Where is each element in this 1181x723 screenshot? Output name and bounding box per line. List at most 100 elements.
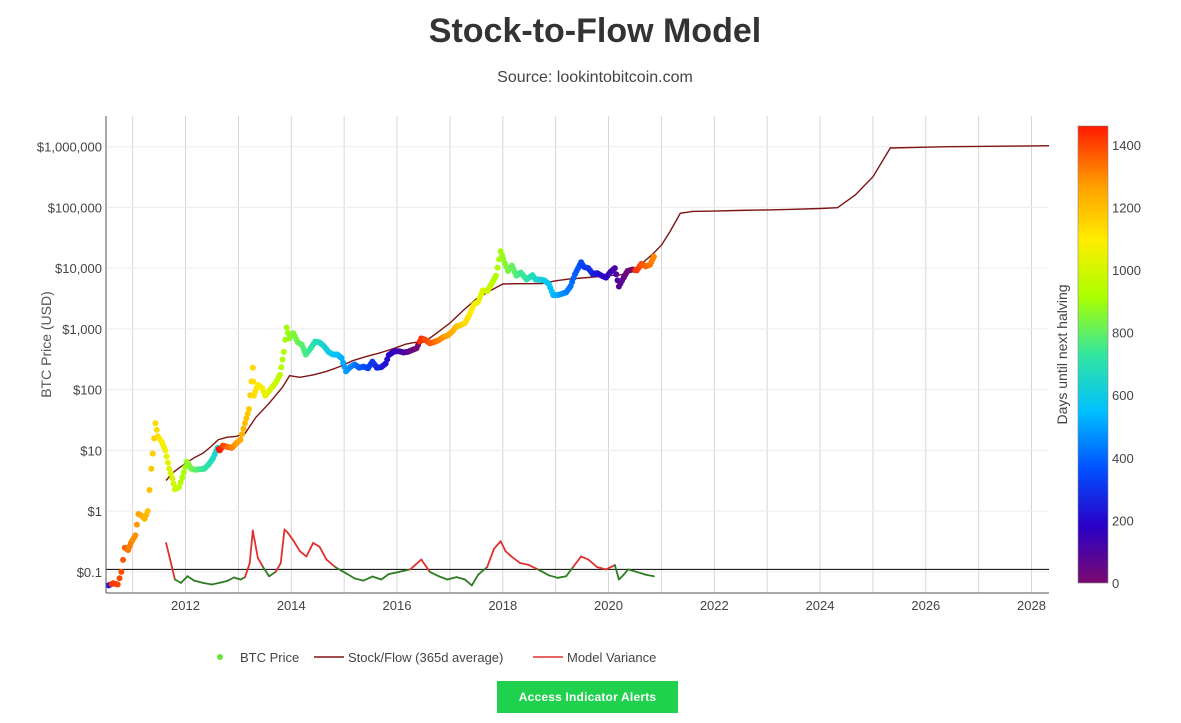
model-variance-segment (428, 571, 440, 578)
model-variance-segment (186, 575, 196, 582)
model-variance-segment (605, 564, 616, 571)
btc-price-point (169, 475, 176, 482)
colorbar-tick-label: 400 (1112, 451, 1134, 466)
y-tick-label: $10 (80, 443, 102, 458)
btc-price-point (176, 484, 183, 491)
btc-price-point (492, 272, 499, 279)
btc-price-point (162, 447, 169, 454)
btc-price-point (152, 420, 159, 427)
model-variance-segment (565, 566, 574, 578)
model-variance-segment (274, 562, 282, 573)
model-variance-segment (596, 566, 607, 571)
model-variance-segment (345, 572, 356, 580)
model-variance-segment (556, 575, 568, 579)
model-variance-segment (380, 573, 390, 581)
access-indicator-alerts-button[interactable]: Access Indicator Alerts (497, 681, 678, 713)
legend-label: BTC Price (240, 650, 299, 665)
btc-price-point (180, 469, 187, 476)
model-variance-segment (334, 566, 347, 575)
btc-price-point (149, 450, 156, 457)
btc-price-points (105, 248, 657, 589)
model-variance-segment (635, 571, 647, 576)
model-variance-segment (420, 558, 431, 573)
model-variance-segment (251, 529, 259, 559)
btc-price-point (249, 364, 256, 371)
model-variance-segment (486, 547, 495, 569)
model-variance-segment (470, 573, 480, 587)
btc-price-point (278, 364, 285, 371)
btc-price-point (280, 348, 287, 355)
model-variance-segment (613, 564, 620, 581)
model-variance-segment (580, 555, 590, 561)
legend: BTC Price Stock/Flow (365d average) Model … (217, 650, 656, 665)
x-tick-label: 2026 (911, 598, 940, 613)
btc-price-point (163, 453, 170, 460)
y-tick-label: $1 (88, 504, 102, 519)
model-variance-segment (493, 540, 502, 550)
model-variance-segment (202, 581, 213, 586)
model-variance-segment (618, 573, 625, 581)
axes: $0.1 $1 $10 $100 $1,000 $10,000 $100,000 $1,000… (37, 116, 1049, 613)
model-variance-segment (312, 542, 321, 548)
model-variance-segment (318, 545, 328, 561)
colorbar: 0 200 400 600 800 1000 1200 1400 Days until next… (1054, 125, 1141, 591)
series-lines-layer (107, 145, 1050, 587)
btc-price-point (177, 479, 184, 486)
model-variance-segment (587, 558, 599, 569)
btc-price-point (179, 474, 186, 481)
colorbar-tick-label: 800 (1112, 326, 1134, 341)
stock-flow-line (165, 145, 1050, 481)
model-variance-segment (627, 568, 638, 573)
model-variance-segment (165, 542, 172, 563)
x-tick-label: 2028 (1017, 598, 1046, 613)
legend-label: Model Variance (567, 650, 656, 665)
btc-price-point (153, 426, 160, 433)
btc-price-point (164, 459, 171, 466)
btc-price-point (167, 470, 174, 477)
model-variance-segment (398, 568, 412, 573)
model-variance-segment (622, 568, 629, 576)
model-variance-segment (387, 571, 400, 576)
model-variance-segment (298, 550, 308, 558)
btc-price-point (120, 556, 127, 563)
btc-price-point (613, 271, 620, 278)
btc-price-point (611, 265, 618, 272)
grid-lines (106, 116, 1049, 593)
y-axis-label: BTC Price (USD) (38, 291, 54, 398)
colorbar-tick-label: 600 (1112, 388, 1134, 403)
btc-price-point (238, 431, 245, 438)
model-variance-segment (169, 560, 176, 581)
legend-marker (217, 654, 223, 660)
btc-price-point (166, 465, 173, 472)
colorbar-gradient (1077, 125, 1109, 584)
model-variance-segment (455, 576, 466, 581)
model-variance-segment (248, 529, 254, 564)
model-variance-segment (409, 558, 423, 571)
x-tick-label: 2012 (171, 598, 200, 613)
model-variance-segment (256, 557, 264, 569)
model-variance-segment (572, 555, 583, 569)
model-variance-segment (180, 575, 189, 584)
btc-price-point (277, 371, 284, 378)
colorbar-tick-label: 1200 (1112, 200, 1141, 215)
btc-price-point (114, 581, 121, 588)
btc-price-point (118, 568, 125, 575)
x-tick-label: 2022 (700, 598, 729, 613)
y-tick-label: $1,000 (62, 322, 102, 337)
model-variance-segment (371, 575, 383, 581)
btc-price-point (170, 480, 177, 487)
model-variance-segment (286, 531, 295, 542)
model-variance-segment (510, 555, 522, 564)
legend-label: Stock/Flow (365d average) (348, 650, 503, 665)
model-variance-segment (210, 581, 222, 586)
model-variance-segment (262, 566, 271, 578)
x-tick-label: 2018 (488, 598, 517, 613)
model-variance-segment (219, 580, 229, 584)
y-tick-label: $10,000 (55, 261, 102, 276)
page-subtitle: Source: lookintobitcoin.com (497, 69, 693, 86)
btc-price-point (148, 465, 155, 472)
btc-price-point (240, 425, 247, 432)
btc-price-point (283, 324, 290, 331)
y-tick-label: $0.1 (77, 565, 102, 580)
model-variance-segment (292, 539, 301, 553)
